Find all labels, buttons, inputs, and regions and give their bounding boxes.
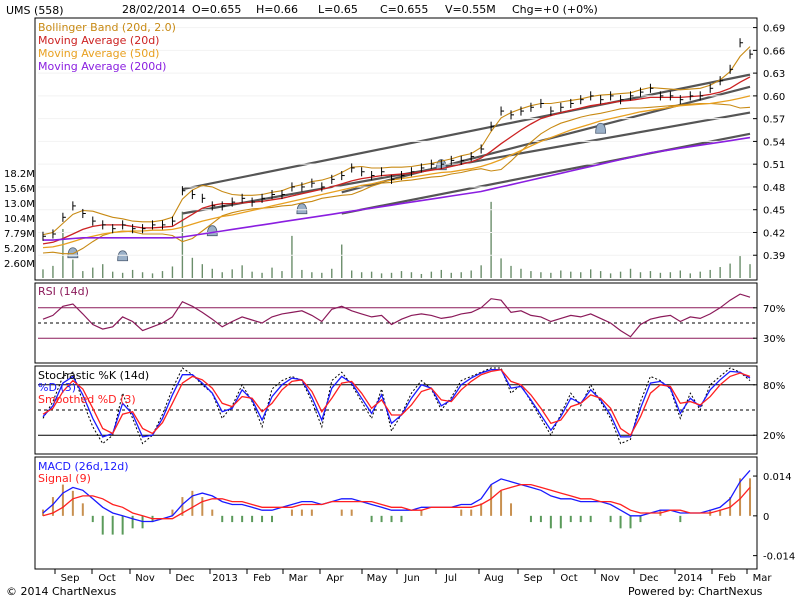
y-tick-label: 80%: [763, 381, 785, 392]
bell-marker: [67, 247, 79, 259]
rsi-line: [42, 293, 751, 338]
legends: Bollinger Band (20d, 2.0)Moving Average …: [38, 21, 176, 485]
legend-entry: RSI (14d): [38, 285, 89, 298]
x-tick-label: Nov: [600, 573, 620, 584]
stoch-smoothed-line: [42, 368, 751, 437]
macd-series: [41, 469, 752, 535]
change-label: Chg=+0 (+0%): [512, 3, 598, 16]
rsi-panel-frame: [34, 282, 758, 364]
volume-tick-label: 15.6M: [4, 184, 35, 195]
x-tick-label: Feb: [718, 573, 736, 584]
trend-channel-line: [182, 73, 751, 191]
volume-tick-label: 2.60M: [4, 259, 35, 270]
volume-bars: [42, 201, 751, 278]
x-tick-label: May: [367, 573, 388, 584]
y-tick-label: 0.39: [763, 251, 785, 262]
y-tick-label: 0.54: [763, 137, 785, 148]
y-tick-label: 20%: [763, 431, 785, 442]
bell-marker: [595, 122, 607, 134]
legend-entry: %D (3): [38, 381, 76, 394]
x-tick-label: 2014: [677, 573, 702, 584]
bollinger-upper: [42, 46, 751, 236]
high-label: H=0.66: [256, 3, 298, 16]
y-tick-label: 70%: [763, 304, 785, 315]
macd-line: [42, 469, 751, 523]
ma50-line: [42, 95, 751, 249]
bell-marker: [296, 203, 308, 215]
y-tick-label: 0.42: [763, 228, 785, 239]
y-tick-label: -0.014: [763, 552, 795, 563]
x-tick-label: Dec: [639, 573, 658, 584]
y-tick-label: 0.63: [763, 69, 785, 80]
y-tick-label: 0.66: [763, 46, 785, 57]
stochastic-series: [38, 367, 755, 445]
open-label: O=0.655: [192, 3, 241, 16]
bollinger-lower: [42, 102, 751, 255]
powered-by-text: Powered by: ChartNexus: [628, 585, 763, 598]
volume-tick-label: 10.4M: [4, 214, 35, 225]
macd-panel-frame: [34, 456, 758, 570]
y-tick-label: 0.69: [763, 24, 785, 35]
legend-entry: MACD (26d,12d): [38, 460, 129, 473]
volume-tick-label: 7.79M: [4, 229, 35, 240]
volume-tick-label: 13.0M: [4, 199, 35, 210]
legend-entry: Moving Average (50d): [38, 47, 159, 60]
x-tick-label: Oct: [98, 573, 115, 584]
rsi-series: [38, 293, 755, 339]
x-tick-label: Dec: [175, 573, 194, 584]
volume-tick-label: 5.20M: [4, 244, 35, 255]
x-tick-label: Jul: [444, 573, 457, 584]
y-tick-label: 30%: [763, 334, 785, 345]
y-tick-label: 0: [763, 512, 769, 523]
y-tick-label: 0.57: [763, 115, 785, 126]
signal-line: [42, 483, 751, 520]
volume-tick-label: 18.2M: [4, 169, 35, 180]
stoch-k-line: [42, 367, 751, 445]
chart-header: UMS (558) 28/02/2014 O=0.655 H=0.66 L=0.…: [6, 3, 598, 17]
legend-entry: Bollinger Band (20d, 2.0): [38, 21, 176, 34]
x-tick-label: Mar: [289, 573, 309, 584]
legend-entry: Moving Average (200d): [38, 60, 166, 73]
symbol-label: UMS (558): [6, 4, 64, 17]
y-tick-label: 0.60: [763, 92, 785, 103]
x-tick-label: Nov: [135, 573, 155, 584]
y-tick-label: 0.45: [763, 206, 785, 217]
x-tick-label: 2013: [212, 573, 237, 584]
date-label: 28/02/2014: [122, 3, 185, 16]
y-tick-label: 0.014: [763, 472, 792, 483]
x-tick-label: Apr: [326, 573, 344, 584]
trend-channel-line: [341, 132, 751, 215]
legend-entry: Stochastic %K (14d): [38, 369, 149, 382]
x-tick-label: Jun: [403, 573, 420, 584]
x-tick-label: Oct: [560, 573, 577, 584]
x-tick-label: Sep: [61, 573, 80, 584]
low-label: L=0.65: [318, 3, 358, 16]
copyright-text: © 2014 ChartNexus: [6, 585, 117, 598]
stochastic-panel-frame: [34, 365, 758, 455]
ma20-line: [42, 76, 751, 245]
axes: 0.69 0.66 0.63 0.60 0.57 0.54 0.51 0.48 0.45 0.42…: [4, 24, 795, 584]
x-tick-label: Sep: [524, 573, 543, 584]
legend-entry: Moving Average (20d): [38, 34, 159, 47]
x-tick-label: Feb: [253, 573, 271, 584]
volume-label: V=0.55M: [445, 3, 496, 16]
close-label: C=0.655: [380, 3, 428, 16]
legend-entry: Smoothed %D (3): [38, 393, 136, 406]
price-series: [38, 27, 755, 256]
price-panel-frame: [34, 17, 758, 281]
x-tick-label: Aug: [484, 573, 504, 584]
ma200-line: [43, 136, 751, 241]
x-tick-label: Mar: [753, 573, 773, 584]
bell-marker: [117, 250, 129, 262]
y-tick-label: 0.51: [763, 160, 785, 171]
bell-marker: [206, 225, 218, 237]
legend-entry: Signal (9): [38, 472, 91, 485]
y-tick-label: 0.48: [763, 183, 785, 194]
